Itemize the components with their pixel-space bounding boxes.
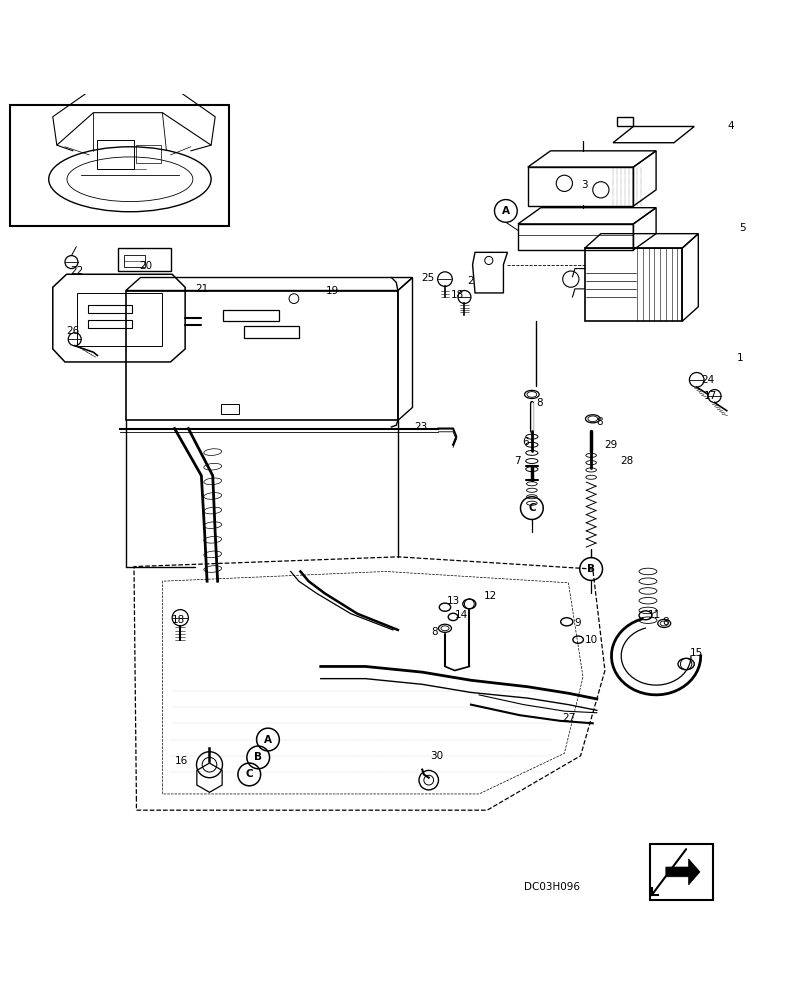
Text: A: A bbox=[501, 206, 509, 216]
Bar bbox=[97, 140, 134, 169]
Bar bbox=[88, 305, 132, 313]
Text: 15: 15 bbox=[689, 648, 702, 658]
Text: 1: 1 bbox=[736, 353, 743, 363]
Text: 11: 11 bbox=[647, 610, 660, 620]
Bar bbox=[221, 404, 238, 414]
Text: 19: 19 bbox=[326, 286, 339, 296]
Bar bbox=[649, 844, 712, 900]
Bar bbox=[136, 145, 161, 163]
Text: 3: 3 bbox=[581, 180, 587, 190]
Text: 26: 26 bbox=[67, 326, 79, 336]
Text: 9: 9 bbox=[574, 618, 581, 628]
Text: 13: 13 bbox=[446, 596, 459, 606]
Text: 4: 4 bbox=[727, 121, 733, 131]
Text: 22: 22 bbox=[71, 266, 84, 276]
Text: 18: 18 bbox=[172, 615, 185, 625]
Text: 20: 20 bbox=[139, 261, 152, 271]
Text: A: A bbox=[264, 735, 272, 745]
Text: C: C bbox=[527, 503, 535, 513]
Bar bbox=[223, 310, 278, 321]
Text: 14: 14 bbox=[454, 610, 467, 620]
Text: 7: 7 bbox=[513, 456, 520, 466]
Text: B: B bbox=[254, 752, 262, 762]
Bar bbox=[124, 255, 144, 267]
Text: 8: 8 bbox=[536, 398, 543, 408]
Text: 17: 17 bbox=[703, 391, 716, 401]
Text: 5: 5 bbox=[739, 223, 745, 233]
Polygon shape bbox=[665, 859, 699, 885]
Text: 12: 12 bbox=[483, 591, 496, 601]
Text: 8: 8 bbox=[431, 627, 437, 637]
Text: 8: 8 bbox=[595, 417, 602, 427]
Text: 23: 23 bbox=[414, 422, 427, 432]
Text: C: C bbox=[245, 769, 253, 779]
Text: 25: 25 bbox=[421, 273, 434, 283]
Text: 10: 10 bbox=[584, 635, 597, 645]
Text: B: B bbox=[586, 564, 594, 574]
Text: 30: 30 bbox=[430, 751, 443, 761]
Text: 6: 6 bbox=[521, 437, 528, 447]
Text: 18: 18 bbox=[450, 290, 463, 300]
Bar bbox=[118, 248, 170, 271]
Text: 16: 16 bbox=[175, 756, 188, 766]
Text: 2: 2 bbox=[467, 276, 474, 286]
Bar bbox=[243, 326, 298, 338]
Text: 28: 28 bbox=[620, 456, 633, 466]
Bar bbox=[88, 320, 132, 328]
Text: 21: 21 bbox=[195, 284, 208, 294]
Text: DC03H096: DC03H096 bbox=[524, 882, 579, 892]
Text: 8: 8 bbox=[662, 617, 668, 627]
Text: 29: 29 bbox=[603, 440, 616, 450]
Text: 27: 27 bbox=[561, 713, 574, 723]
Bar bbox=[10, 105, 229, 226]
Text: 24: 24 bbox=[701, 375, 714, 385]
